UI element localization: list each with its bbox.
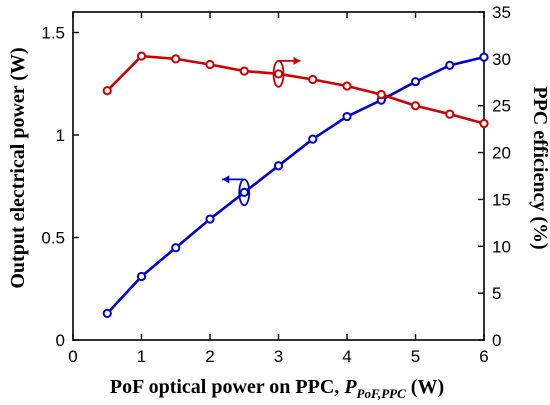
series-line-efficiency — [106, 54, 485, 125]
data-point-power — [239, 187, 249, 197]
data-point-efficiency — [273, 69, 284, 79]
data-point-efficiency — [171, 54, 181, 64]
data-point-efficiency — [102, 86, 112, 96]
data-point-power — [342, 111, 352, 122]
data-point-efficiency — [136, 51, 147, 61]
x-tick-label: 5 — [411, 347, 420, 366]
y-right-tick-label: 0 — [492, 331, 501, 350]
y-right-tick-label: 10 — [492, 237, 511, 256]
data-point-power — [102, 308, 112, 318]
y-left-tick-label: 1 — [56, 126, 65, 145]
y-axis-left-title: Output electrical power (W) — [7, 47, 29, 288]
y-right-tick-label: 25 — [492, 97, 511, 116]
x-tick-label: 0 — [68, 347, 77, 366]
axis-indicator-arrow-head — [293, 56, 301, 65]
data-point-power — [410, 77, 421, 87]
data-point-power — [273, 161, 284, 171]
series-line-power — [106, 55, 485, 315]
y-left-tick-label: 1.5 — [41, 24, 65, 43]
x-axis-title: PoF optical power on PPC, PPoF,PPC (W) — [110, 376, 444, 401]
data-point-power — [479, 52, 489, 62]
y-axis-right-title: PPC efficiency (%) — [529, 86, 550, 249]
y-right-tick-label: 30 — [492, 50, 511, 69]
x-tick-label: 1 — [137, 347, 146, 366]
x-tick-label: 2 — [205, 347, 214, 366]
y-right-tick-label: 20 — [492, 144, 511, 163]
data-point-power — [445, 60, 455, 70]
data-point-efficiency — [410, 101, 421, 111]
data-point-efficiency — [479, 118, 489, 129]
data-point-efficiency — [205, 59, 215, 70]
data-point-efficiency — [308, 74, 318, 85]
data-point-power — [136, 271, 147, 282]
data-point-efficiency — [239, 66, 249, 76]
y-left-tick-label: 0 — [56, 331, 65, 350]
y-right-tick-label: 5 — [492, 284, 501, 303]
data-point-power — [308, 134, 318, 144]
x-tick-label: 3 — [274, 347, 283, 366]
x-tick-label: 6 — [479, 347, 488, 366]
data-point-efficiency — [342, 81, 352, 91]
x-tick-label: 4 — [342, 347, 351, 366]
data-point-power — [171, 243, 181, 253]
y-right-tick-label: 35 — [492, 3, 511, 22]
data-point-efficiency — [376, 89, 386, 100]
y-right-tick-label: 15 — [492, 190, 511, 209]
data-point-efficiency — [445, 109, 455, 119]
axis-indicator-arrow-head — [222, 175, 230, 184]
data-point-power — [205, 214, 215, 224]
y-left-tick-label: 0.5 — [41, 229, 65, 248]
